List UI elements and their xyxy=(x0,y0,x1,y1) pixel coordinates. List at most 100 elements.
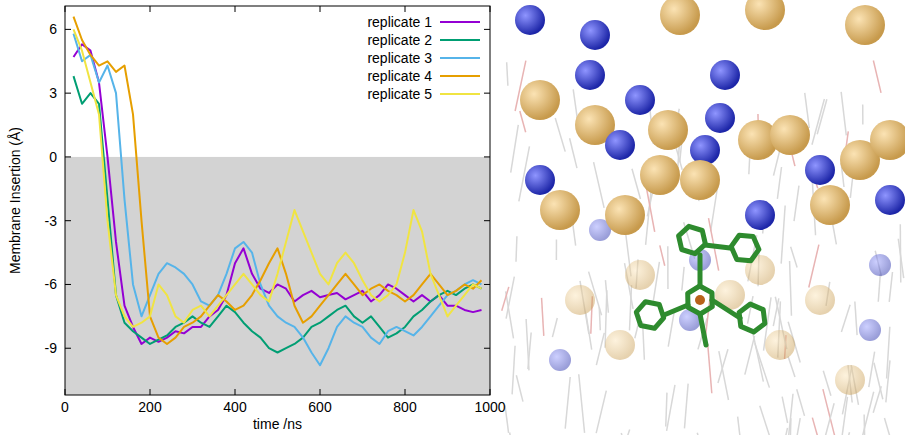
y-tick xyxy=(65,348,71,349)
lipid-tail xyxy=(596,391,606,434)
lipid-tail xyxy=(511,125,519,173)
series-line xyxy=(74,29,482,327)
y-tick-label: -9 xyxy=(45,340,58,356)
lipid-tail xyxy=(889,272,892,302)
lipid-tail xyxy=(842,397,848,435)
image-background xyxy=(505,0,905,435)
headgroup-sphere xyxy=(575,60,605,90)
lipid-tail xyxy=(667,246,669,289)
headgroup-sphere xyxy=(660,0,700,35)
headgroup-sphere xyxy=(745,0,785,30)
headgroup-sphere xyxy=(605,330,635,360)
headgroup-sphere xyxy=(648,110,688,150)
lipid-tail xyxy=(506,277,514,319)
lipid-tail xyxy=(667,385,675,431)
x-tick-label: 200 xyxy=(138,399,162,415)
headgroup-sphere xyxy=(640,155,680,195)
headgroup-sphere xyxy=(605,195,645,235)
headgroup-sphere xyxy=(835,365,865,395)
x-tick xyxy=(235,389,236,395)
lipid-tail xyxy=(823,371,831,396)
headgroup-sphere xyxy=(745,200,775,230)
x-tick xyxy=(235,6,236,12)
lipid-tail xyxy=(520,111,526,132)
headgroup-sphere xyxy=(710,60,740,90)
lipid-tail xyxy=(552,318,557,337)
y-tick xyxy=(484,156,490,157)
headgroup-sphere xyxy=(540,190,580,230)
y-tick xyxy=(65,156,71,157)
headgroup-sphere xyxy=(805,285,835,315)
headgroup-sphere xyxy=(765,330,795,360)
lipid-tail xyxy=(817,99,827,134)
headgroup-sphere xyxy=(810,185,850,225)
lipid-tail xyxy=(812,99,824,145)
headgroup-sphere xyxy=(625,260,655,290)
lipid-tail xyxy=(823,389,835,435)
phenyl-ring xyxy=(688,286,713,314)
lipid-tail xyxy=(738,417,740,435)
lipid-tail xyxy=(823,403,834,435)
lipid-tail xyxy=(708,344,712,393)
legend-label: replicate 2 xyxy=(367,32,432,48)
y-tick xyxy=(484,93,490,94)
lipid-tail xyxy=(861,392,874,435)
lipid-tail xyxy=(570,138,577,168)
lipid-tail xyxy=(887,327,890,379)
lipid-tail xyxy=(791,247,797,268)
headgroup-sphere xyxy=(875,185,905,215)
headgroup-sphere xyxy=(605,130,635,160)
x-tick-label: 0 xyxy=(61,399,69,415)
lipid-tail xyxy=(777,167,781,199)
series-line xyxy=(74,44,482,344)
x-tick xyxy=(65,6,66,12)
lipid-tail xyxy=(579,374,585,433)
lipid-tail xyxy=(782,397,787,423)
headgroup-sphere xyxy=(705,103,735,133)
headgroup-sphere xyxy=(869,254,891,276)
bond xyxy=(664,305,688,315)
lipid-tail xyxy=(752,331,763,382)
lipid-tail xyxy=(512,346,515,395)
bond xyxy=(698,255,703,285)
x-tick xyxy=(65,389,66,395)
lipid-tail xyxy=(788,394,793,435)
x-tick-label: 1000 xyxy=(474,399,505,415)
series-line xyxy=(74,17,482,344)
headgroup-sphere xyxy=(515,5,545,35)
y-tick xyxy=(484,348,490,349)
lipid-tail xyxy=(795,418,800,435)
bond xyxy=(705,245,730,248)
y-tick-label: -3 xyxy=(45,213,58,229)
headgroup-sphere xyxy=(870,120,905,160)
legend: replicate 1replicate 2replicate 3replica… xyxy=(367,14,480,102)
lipid-tail xyxy=(516,375,523,401)
headgroup-sphere xyxy=(565,285,595,315)
y-tick xyxy=(65,284,71,285)
lipid-tail xyxy=(617,430,630,435)
x-tick xyxy=(490,389,491,395)
lipid-tail xyxy=(778,428,788,435)
lipid-tail xyxy=(862,104,864,124)
lipid-tail xyxy=(833,223,837,244)
lipid-tail xyxy=(556,239,558,260)
headgroup-sphere xyxy=(770,115,810,155)
lipid-tail xyxy=(528,332,531,369)
headgroup-sphere xyxy=(690,135,720,165)
headgroup-sphere xyxy=(580,20,610,50)
lipid-tail xyxy=(788,357,795,377)
lipid-tail xyxy=(599,307,601,330)
lipid-tail xyxy=(841,305,850,332)
legend-swatch xyxy=(440,21,480,23)
bond xyxy=(712,300,740,318)
lipid-tail xyxy=(790,261,792,316)
lipid-tail xyxy=(841,92,846,135)
lipid-tail xyxy=(668,313,674,347)
x-tick xyxy=(150,6,151,12)
phenyl-ring xyxy=(636,302,663,329)
lipid-tail xyxy=(864,414,865,435)
legend-label: replicate 1 xyxy=(367,14,432,30)
y-tick-label: -6 xyxy=(45,276,58,292)
x-tick xyxy=(320,6,321,12)
lipid-tail xyxy=(781,206,785,264)
